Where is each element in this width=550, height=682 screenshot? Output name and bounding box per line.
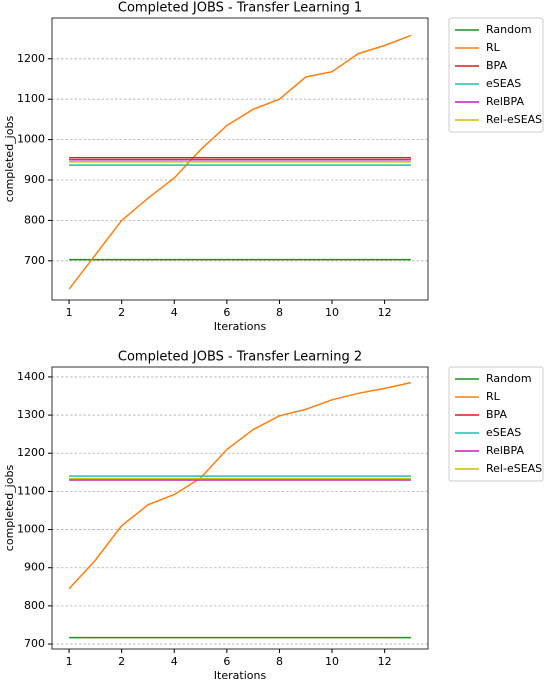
legend-label: BPA bbox=[486, 59, 507, 72]
legend-label: RL bbox=[486, 390, 501, 403]
legend-label: Random bbox=[486, 372, 532, 385]
x-tick-label: 10 bbox=[325, 306, 339, 319]
legend-label: RelBPA bbox=[486, 444, 524, 457]
y-tick-label: 1100 bbox=[17, 484, 45, 497]
series-line bbox=[68, 381, 412, 590]
x-tick-label: 6 bbox=[223, 306, 230, 319]
legend-label: eSEAS bbox=[486, 77, 521, 90]
chart: Completed JOBS - Transfer Learning 1 700 8… bbox=[3, 1, 544, 333]
legend-label: BPA bbox=[486, 408, 507, 421]
x-tick-label: 12 bbox=[378, 306, 392, 319]
x-tick-label: 2 bbox=[118, 306, 125, 319]
y-tick-label: 900 bbox=[24, 561, 45, 574]
y-tick-label: 900 bbox=[24, 173, 45, 186]
y-axis-label: completed_jobs bbox=[3, 116, 16, 203]
x-tick-label: 8 bbox=[276, 306, 283, 319]
x-tick-label: 8 bbox=[276, 655, 283, 668]
y-tick-label: 1100 bbox=[17, 92, 45, 105]
x-tick-label: 4 bbox=[171, 655, 178, 668]
chart: Completed JOBS - Transfer Learning 2 700 8… bbox=[3, 350, 544, 682]
plot-frame bbox=[51, 366, 429, 650]
x-tick-label: 1 bbox=[66, 306, 73, 319]
legend-label: Rel-eSEAS bbox=[486, 462, 542, 475]
legend-label: RelBPA bbox=[486, 95, 524, 108]
y-tick-label: 1000 bbox=[17, 523, 45, 536]
y-tick-label: 1400 bbox=[17, 370, 45, 383]
y-axis-label: completed_jobs bbox=[3, 465, 16, 552]
x-tick-label: 4 bbox=[171, 306, 178, 319]
x-tick-label: 6 bbox=[223, 655, 230, 668]
y-tick-label: 1200 bbox=[17, 446, 45, 459]
x-tick-label: 2 bbox=[118, 655, 125, 668]
y-tick-label: 1200 bbox=[17, 52, 45, 65]
y-tick-label: 700 bbox=[24, 637, 45, 650]
y-tick-label: 800 bbox=[24, 213, 45, 226]
x-axis-label: Iterations bbox=[214, 669, 267, 682]
legend-label: eSEAS bbox=[486, 426, 521, 439]
chart-title: Completed JOBS - Transfer Learning 2 bbox=[118, 350, 362, 365]
x-tick-label: 10 bbox=[325, 655, 339, 668]
plot-frame bbox=[51, 17, 429, 301]
legend-label: RL bbox=[486, 41, 501, 54]
chart-title: Completed JOBS - Transfer Learning 1 bbox=[118, 1, 362, 16]
x-tick-label: 1 bbox=[66, 655, 73, 668]
x-axis-label: Iterations bbox=[214, 320, 267, 333]
y-tick-label: 700 bbox=[24, 254, 45, 267]
y-tick-label: 1000 bbox=[17, 133, 45, 146]
legend-label: Random bbox=[486, 23, 532, 36]
legend-box bbox=[448, 17, 544, 133]
y-tick-label: 800 bbox=[24, 599, 45, 612]
legend-label: Rel-eSEAS bbox=[486, 113, 542, 126]
x-tick-label: 12 bbox=[378, 655, 392, 668]
series-line bbox=[68, 34, 412, 290]
legend-box bbox=[448, 366, 544, 482]
y-tick-label: 1300 bbox=[17, 408, 45, 421]
